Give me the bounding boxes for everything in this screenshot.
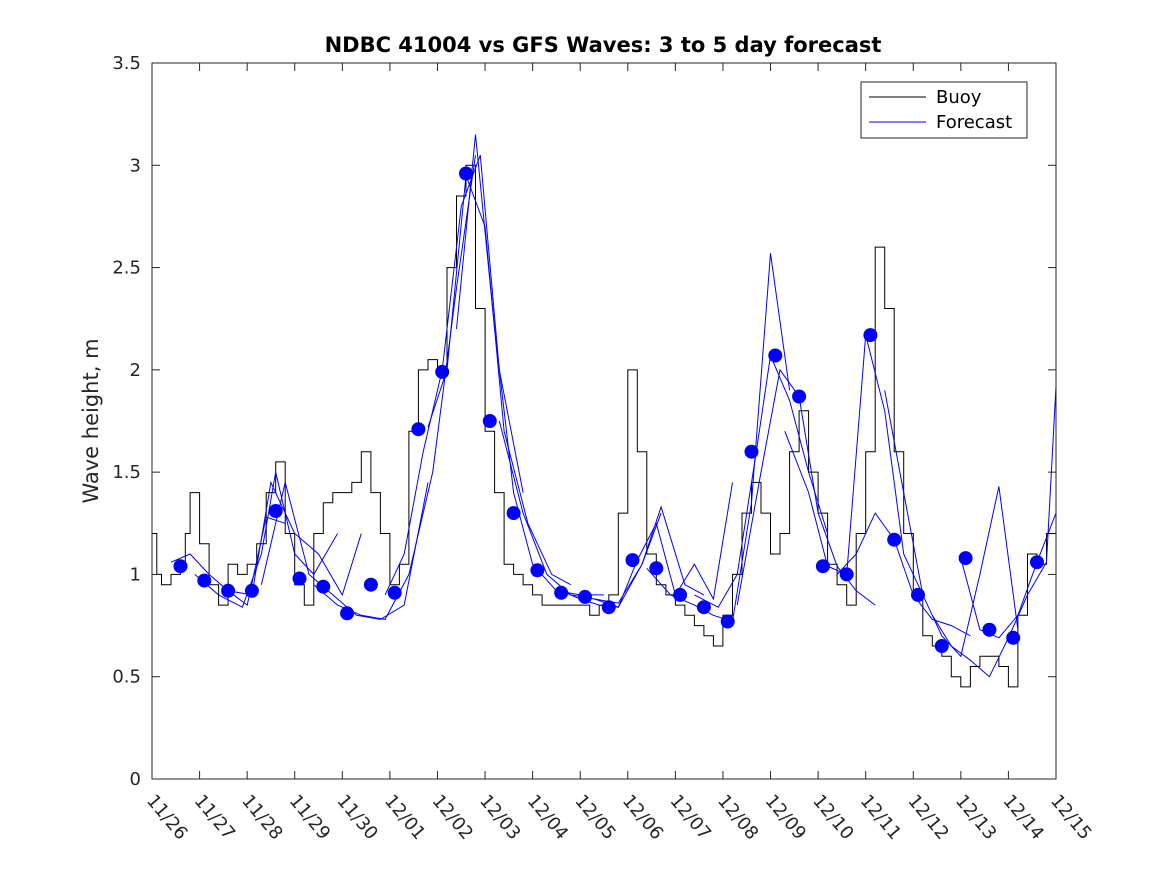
y-tick-label: 1	[130, 564, 141, 585]
forecast-marker	[839, 567, 854, 582]
y-tick-label: 2.5	[112, 258, 141, 279]
forecast-run-line	[931, 386, 1057, 678]
y-tick-label: 3.5	[112, 53, 141, 74]
forecast-marker	[482, 414, 497, 428]
forecast-marker	[720, 614, 735, 629]
forecast-run-line	[384, 154, 524, 596]
forecast-marker	[530, 563, 545, 578]
forecast-marker	[1006, 630, 1021, 645]
forecast-marker	[363, 577, 378, 592]
forecast-marker	[1030, 555, 1044, 570]
y-axis-label: Wave height, m	[79, 338, 103, 503]
y-tick-label: 0	[130, 769, 141, 790]
forecast-marker	[459, 166, 473, 181]
y-tick-label: 1.5	[112, 462, 141, 483]
forecast-marker	[792, 389, 807, 404]
forecast-marker	[221, 583, 236, 598]
forecast-marker	[982, 622, 997, 637]
forecast-marker	[435, 364, 450, 379]
y-tick-label: 0.5	[112, 667, 141, 688]
forecast-markers	[173, 166, 1044, 653]
forecast-run-line	[836, 512, 971, 637]
forecast-marker	[292, 571, 307, 586]
legend-box	[860, 81, 1028, 139]
forecast-run-line	[594, 482, 733, 608]
chart-title: NDBC 41004 vs GFS Waves: 3 to 5 day fore…	[325, 33, 882, 57]
forecast-marker	[815, 559, 830, 574]
forecast-marker	[649, 561, 664, 576]
forecast-marker	[197, 573, 212, 588]
forecast-run-line	[260, 482, 429, 620]
plot-background	[152, 63, 1056, 779]
axes	[151, 62, 1057, 780]
forecast-marker	[625, 553, 640, 568]
forecast-marker	[958, 551, 973, 566]
forecast-marker	[744, 444, 759, 459]
forecast-marker	[911, 587, 925, 602]
legend: Buoy Forecast	[860, 81, 1028, 139]
forecast-marker	[173, 559, 188, 574]
forecast-run-line	[960, 512, 1057, 639]
forecast-marker	[887, 532, 902, 547]
legend-buoy-label: Buoy	[936, 87, 982, 108]
legend-forecast-label: Forecast	[936, 112, 1012, 133]
forecast-marker	[863, 328, 878, 343]
y-tick-label: 3	[130, 155, 141, 176]
forecast-marker	[768, 348, 783, 363]
forecast-run-line	[456, 134, 604, 596]
forecast-marker	[934, 639, 949, 653]
forecast-marker	[696, 600, 711, 615]
forecast-marker	[673, 587, 688, 602]
forecast-marker	[268, 504, 283, 518]
forecast-marker	[554, 585, 569, 600]
forecast-marker	[601, 600, 616, 615]
forecast-marker	[578, 589, 592, 604]
forecast-marker	[316, 579, 331, 594]
forecast-run-line	[736, 368, 876, 606]
forecast-run-line	[694, 353, 829, 608]
forecast-marker	[387, 585, 402, 600]
forecast-marker	[506, 506, 521, 521]
forecast-marker	[340, 606, 355, 621]
forecast-run-line	[194, 471, 339, 608]
forecast-marker	[244, 583, 259, 598]
plot-area	[152, 63, 1057, 779]
axes-box	[151, 62, 1057, 780]
forecast-marker	[411, 422, 426, 437]
y-tick-label: 2	[130, 360, 141, 381]
y-ticks: 0 0.5 1 1.5 2 2.5 3 3.5	[112, 53, 1056, 790]
forecast-run-line	[784, 334, 924, 596]
